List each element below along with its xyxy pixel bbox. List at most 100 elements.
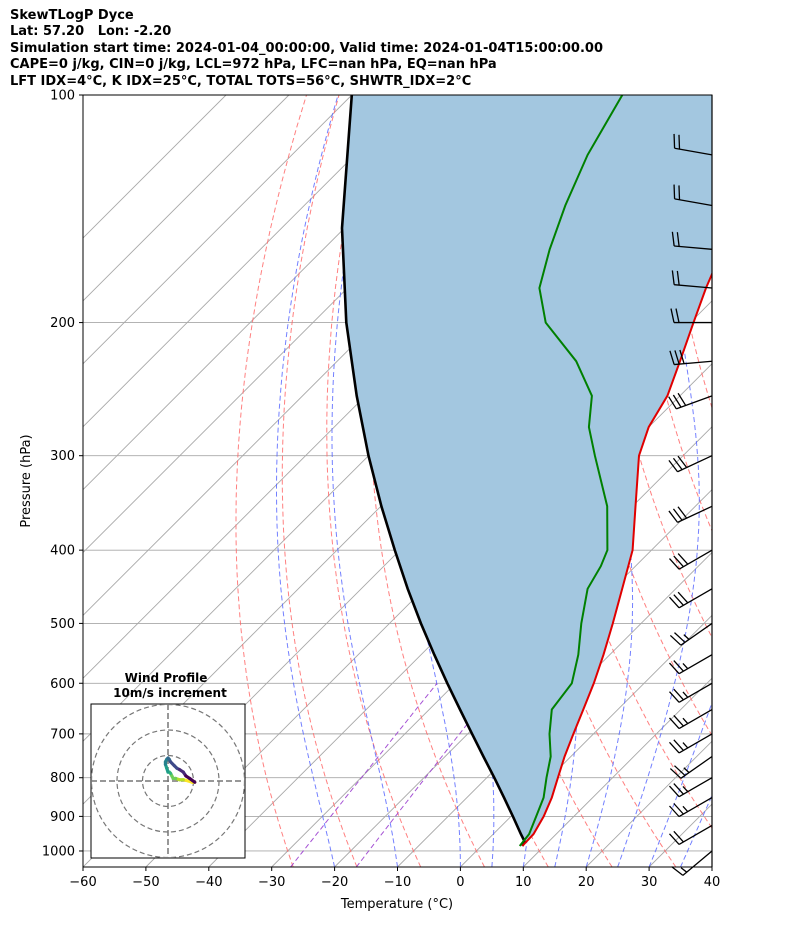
barb-feather <box>674 765 686 776</box>
barb-feather <box>677 506 688 519</box>
isotherm-line <box>334 488 712 867</box>
barb-shaft <box>682 850 713 876</box>
barb-shaft <box>674 360 713 366</box>
y-tick-label: 300 <box>50 449 75 464</box>
wind-barb <box>668 455 713 473</box>
barb-feather <box>668 510 679 523</box>
x-tick-label: 0 <box>456 875 464 890</box>
barb-feather <box>673 594 684 606</box>
dry-adiabat-line <box>281 95 358 867</box>
y-tick-label: 700 <box>50 727 75 742</box>
wind-barb <box>669 733 713 754</box>
y-tick-label: 600 <box>50 677 75 692</box>
hodograph-subtitle: 10m/s increment <box>113 686 227 700</box>
barb-feather <box>669 833 680 845</box>
barb-feather <box>672 457 683 471</box>
barb-feather <box>682 662 689 670</box>
x-tick-label: −60 <box>69 875 96 890</box>
barb-shaft <box>680 755 713 779</box>
barb-feather <box>677 392 687 406</box>
x-tick-label: −20 <box>321 875 348 890</box>
barb-feather <box>679 349 685 364</box>
barb-shaft <box>678 708 713 730</box>
moist-adiabat-line <box>617 95 700 867</box>
barb-feather <box>669 558 680 570</box>
barb-feather <box>669 691 680 703</box>
barb-feather <box>669 768 682 779</box>
barb-feather <box>674 350 680 365</box>
moist-adiabat-line <box>680 794 712 867</box>
barb-feather <box>674 632 686 643</box>
mixing-ratio-lines <box>290 682 500 867</box>
stability-indices-1: CAPE=0 j/kg, CIN=0 j/kg, LCL=972 hPa, LF… <box>10 57 497 73</box>
cape-shading <box>342 95 712 846</box>
barb-shaft <box>674 245 713 250</box>
barb-feather <box>670 308 675 323</box>
barb-shaft <box>678 682 713 703</box>
dry-adiabat-line <box>730 95 794 867</box>
barb-shaft <box>680 622 713 646</box>
isotherm-line <box>83 95 353 365</box>
barb-feather <box>671 866 684 876</box>
barb-feather <box>683 767 690 774</box>
wind-barb <box>671 850 713 876</box>
barb-feather <box>669 596 680 609</box>
isotherm-line <box>522 677 712 867</box>
barb-feather <box>673 688 684 701</box>
station-title: SkewTLogP Dyce <box>10 8 134 23</box>
temperature-line <box>521 271 712 847</box>
wind-barb <box>671 231 713 250</box>
barb-feather <box>677 455 688 468</box>
dewpoint-line <box>518 95 624 847</box>
x-tick-label: 10 <box>515 875 532 890</box>
dry-adiabat-line <box>763 95 794 867</box>
barb-shaft <box>674 198 713 207</box>
wind-barb <box>669 349 713 366</box>
barb-shaft <box>677 455 713 473</box>
isotherm-line <box>460 614 712 867</box>
chart-header: SkewTLogP Dyce Lat: 57.20 Lon: -2.20 Sim… <box>10 8 603 90</box>
hodograph-rings <box>91 704 245 858</box>
barb-feather <box>673 739 684 751</box>
dry-adiabat-line <box>235 95 307 867</box>
wind-barb <box>669 708 713 730</box>
barb-feather <box>673 555 684 568</box>
isotherm-line <box>83 95 416 428</box>
barb-feather <box>680 867 688 873</box>
barb-feather <box>677 591 689 604</box>
wind-barb <box>669 588 713 609</box>
barb-feather <box>682 805 689 813</box>
x-axis-title: Temperature (°C) <box>340 897 453 912</box>
barb-feather <box>673 133 676 149</box>
isotherm-line <box>271 426 712 867</box>
wind-barb <box>671 270 713 289</box>
barb-feather <box>673 830 684 843</box>
wind-barb <box>668 392 713 410</box>
isotherm-line <box>83 95 290 302</box>
wind-barb <box>669 797 713 818</box>
y-tick-label: 800 <box>50 771 75 786</box>
barb-feather <box>682 742 689 749</box>
moist-adiabat-line <box>276 95 339 867</box>
wind-barb <box>669 622 713 646</box>
hodograph-segment <box>188 776 197 784</box>
y-tick-label: 900 <box>50 810 75 825</box>
mixing-ratio-line <box>355 682 500 867</box>
moist-adiabat-line <box>648 701 712 867</box>
wind-barb <box>669 549 713 570</box>
barb-feather <box>669 741 680 754</box>
barb-feather <box>669 634 682 646</box>
y-tick-label: 1000 <box>42 844 75 859</box>
wind-barbs <box>668 133 713 876</box>
barb-shaft <box>678 549 713 570</box>
x-tick-label: −10 <box>384 875 411 890</box>
wind-barb <box>668 505 713 523</box>
y-tick-label: 500 <box>50 617 75 632</box>
barb-feather <box>673 803 684 815</box>
barb-feather <box>671 231 675 247</box>
moist-adiabat-line <box>331 95 398 867</box>
barb-feather <box>678 185 681 200</box>
wind-barb <box>669 824 713 845</box>
x-tick-label: 20 <box>578 875 595 890</box>
